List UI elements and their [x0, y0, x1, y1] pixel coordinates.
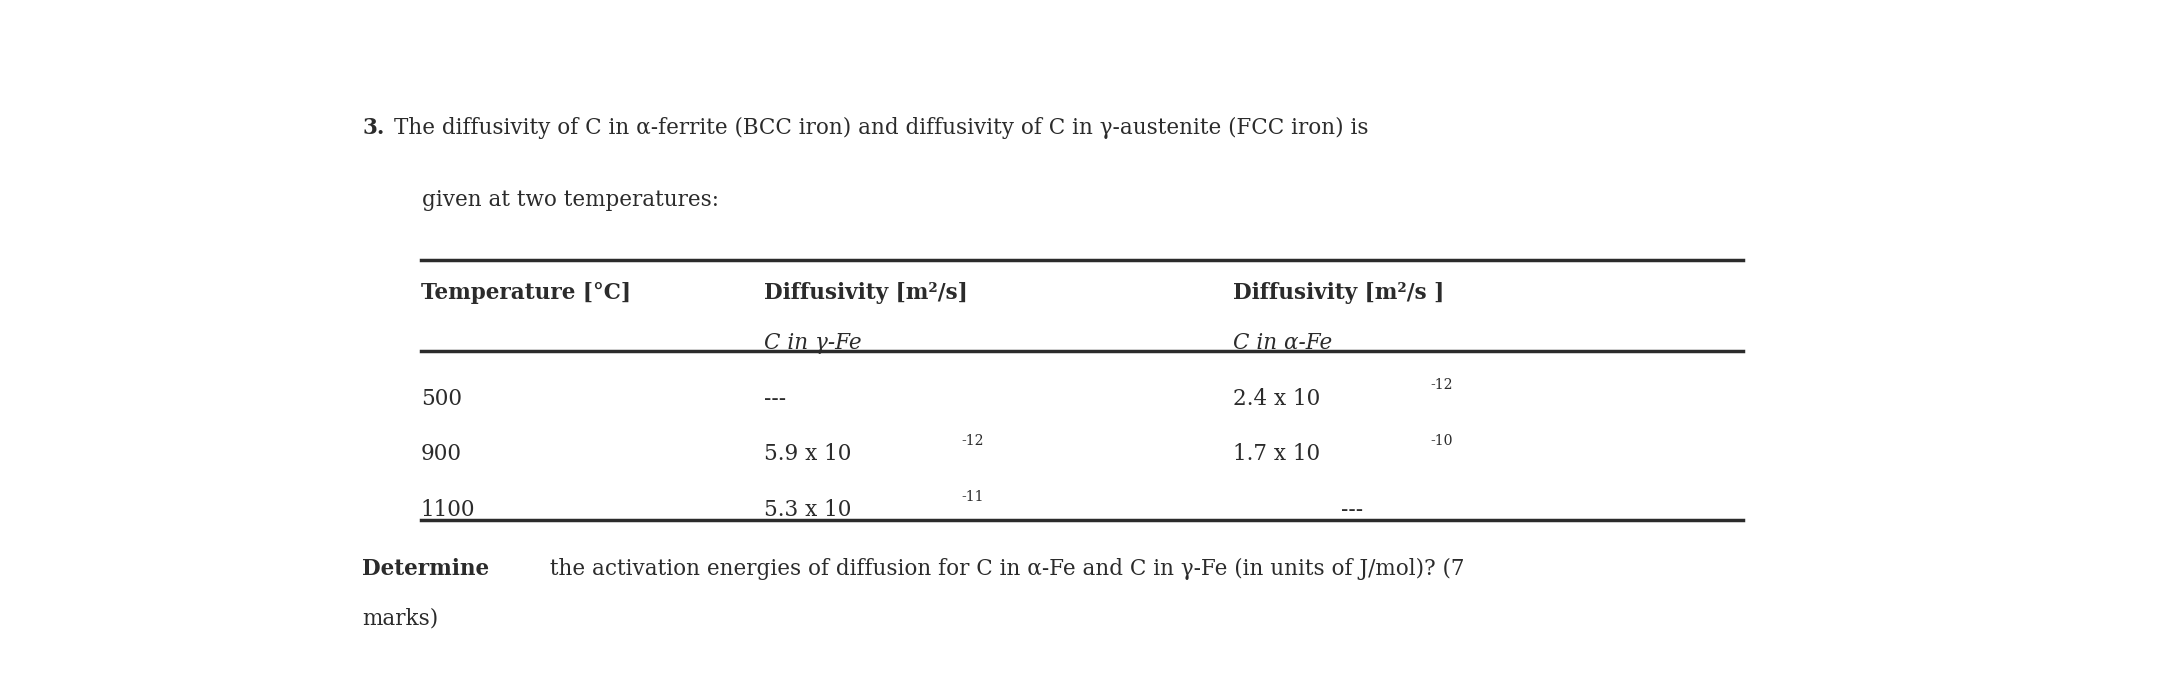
Text: ---: --- [765, 388, 786, 410]
Text: Temperature [°C]: Temperature [°C] [421, 282, 631, 304]
Text: C in γ-Fe: C in γ-Fe [765, 332, 862, 354]
Text: 1.7 x 10: 1.7 x 10 [1233, 444, 1320, 466]
Text: given at two temperatures:: given at two temperatures: [423, 189, 719, 211]
Text: -10: -10 [1430, 434, 1452, 448]
Text: 2.4 x 10: 2.4 x 10 [1233, 388, 1320, 410]
Text: -12: -12 [961, 434, 983, 448]
Text: Diffusivity [m²/s]: Diffusivity [m²/s] [765, 282, 968, 304]
Text: The diffusivity of C in α-ferrite (BCC iron) and diffusivity of C in γ-austenite: The diffusivity of C in α-ferrite (BCC i… [393, 117, 1369, 139]
Text: marks): marks) [363, 608, 438, 630]
Text: 5.3 x 10: 5.3 x 10 [765, 499, 851, 521]
Text: 5.9 x 10: 5.9 x 10 [765, 444, 851, 466]
Text: 500: 500 [421, 388, 462, 410]
Text: 3.: 3. [363, 117, 384, 139]
Text: C in α-Fe: C in α-Fe [1233, 332, 1333, 354]
Text: ---: --- [1341, 499, 1363, 521]
Text: the activation energies of diffusion for C in α-Fe and C in γ-Fe (in units of J/: the activation energies of diffusion for… [542, 557, 1464, 579]
Text: -12: -12 [1430, 378, 1452, 392]
Text: Diffusivity [m²/s ]: Diffusivity [m²/s ] [1233, 282, 1443, 304]
Text: -11: -11 [961, 490, 983, 504]
Text: Determine: Determine [363, 557, 488, 579]
Text: 1100: 1100 [421, 499, 475, 521]
Text: 900: 900 [421, 444, 462, 466]
